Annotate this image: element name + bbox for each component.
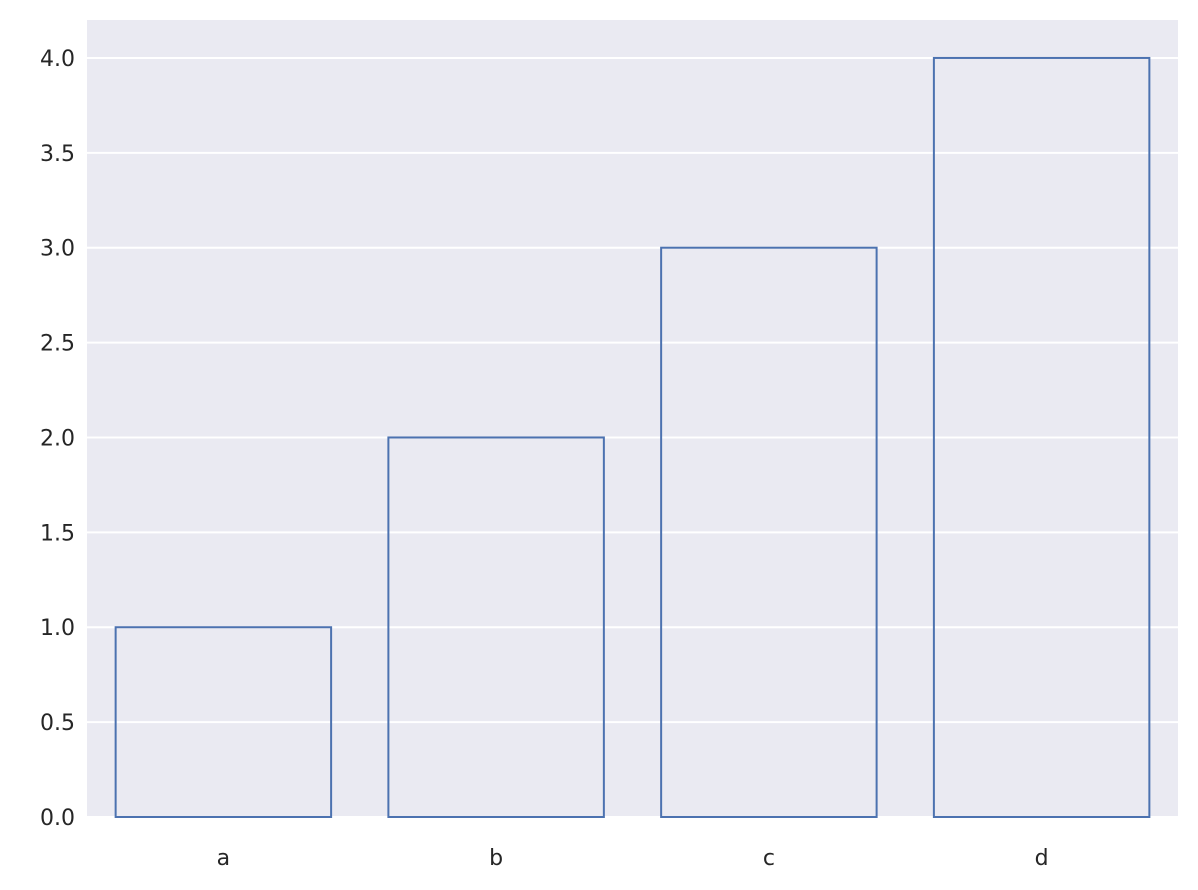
y-tick-label: 4.0 <box>40 47 75 72</box>
x-tick-label: c <box>763 846 775 871</box>
bars <box>114 56 1151 818</box>
bar-b <box>387 436 605 818</box>
y-tick-label: 3.5 <box>40 142 75 167</box>
y-tick-label: 0.5 <box>40 711 75 736</box>
plot-area <box>87 20 1178 817</box>
y-tick-label: 0.0 <box>40 806 75 831</box>
x-tick-label: a <box>217 846 230 871</box>
bar-c <box>660 246 878 818</box>
bar-a <box>114 626 333 818</box>
x-tick-label: d <box>1035 846 1049 871</box>
y-tick-label: 1.5 <box>40 521 75 546</box>
x-tick-label: b <box>489 846 503 871</box>
y-tick-label: 3.0 <box>40 237 75 262</box>
x-axis-tick-labels: a b c d <box>217 846 1049 871</box>
y-tick-label: 2.0 <box>40 426 75 451</box>
y-tick-label: 1.0 <box>40 616 75 641</box>
y-axis-tick-labels: 0.0 0.5 1.0 1.5 2.0 2.5 3.0 3.5 4.0 <box>40 47 75 831</box>
bar-d <box>932 56 1151 818</box>
y-tick-label: 2.5 <box>40 332 75 357</box>
